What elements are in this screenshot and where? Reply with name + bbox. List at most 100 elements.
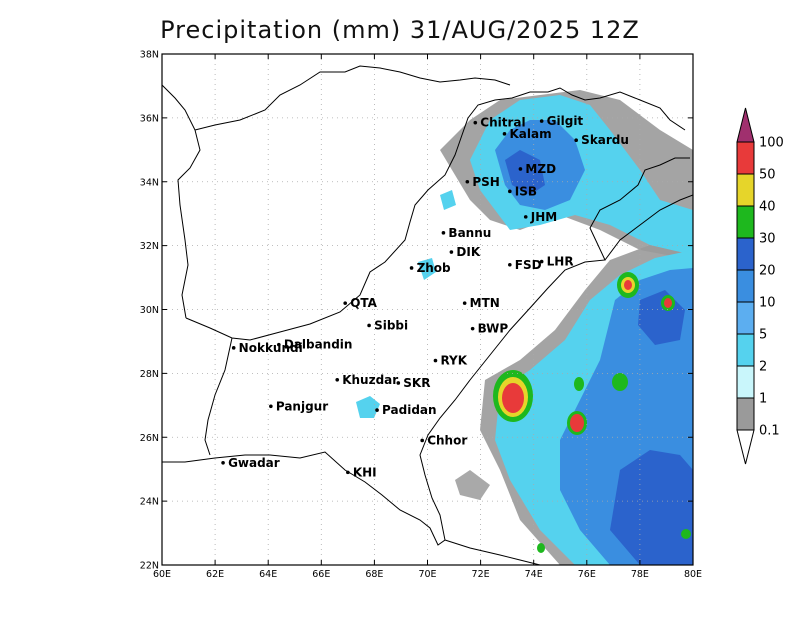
colorbar-box <box>736 141 755 175</box>
lon-tick-label: 68E <box>365 569 383 580</box>
city-dot <box>449 250 454 254</box>
city-dot <box>508 262 512 267</box>
heavy-rain-cells <box>493 272 691 553</box>
city-label-sibbi: Sibbi <box>374 318 408 332</box>
city-label-skardu: Skardu <box>581 133 629 147</box>
colorbar-box <box>736 173 755 207</box>
lon-tick-label: 62E <box>206 569 224 580</box>
city-dot <box>269 404 273 409</box>
city-dot <box>420 438 424 443</box>
city-label-padidan: Padidan <box>382 403 437 417</box>
city-label-mtn: MTN <box>470 296 500 310</box>
lat-tick-label: 36N <box>140 113 159 124</box>
colorbar-box <box>736 301 755 335</box>
city-label-nokkundi: Nokkundi <box>239 341 303 355</box>
city-label-qta: QTA <box>350 296 377 310</box>
city-dot <box>343 301 347 305</box>
city-dot <box>346 470 350 475</box>
afghan-iran-border <box>162 84 201 319</box>
city-dot <box>375 408 379 412</box>
city-label-skr: SKR <box>403 376 430 390</box>
colorbar-box <box>736 237 755 271</box>
city-dot <box>539 119 544 123</box>
city-dot <box>473 120 478 125</box>
city-dot <box>508 189 512 194</box>
city-dot <box>465 179 470 184</box>
lon-tick-label: 78E <box>631 569 649 580</box>
city-dot <box>470 326 475 331</box>
city-label-mzd: MZD <box>525 162 556 176</box>
precip-cyan-padidan <box>356 396 380 418</box>
colorbar-label: 10 <box>759 296 776 311</box>
city-dot <box>502 132 507 136</box>
precip-cyan-zhob <box>418 258 436 280</box>
lat-tick-label: 28N <box>140 369 159 380</box>
precip-blue-central <box>505 150 545 195</box>
city-dot <box>277 342 281 347</box>
iran-pak-border <box>204 337 233 456</box>
lon-tick-label: 64E <box>259 569 277 580</box>
lat-tick-label: 24N <box>140 497 159 508</box>
city-dot <box>523 215 528 219</box>
colorbar-label: 0.1 <box>759 424 780 439</box>
colorbar-top-arrow <box>736 107 755 143</box>
lat-tick-label: 22N <box>140 561 159 572</box>
colorbar-label: 40 <box>759 200 776 215</box>
city-label-lhr: LHR <box>547 255 574 269</box>
lat-tick-label: 30N <box>140 305 159 316</box>
city-label-gwadar: Gwadar <box>228 456 280 470</box>
city-label-khi: KHI <box>353 465 377 479</box>
lon-tick-label: 66E <box>312 569 330 580</box>
city-label-panjgur: Panjgur <box>276 399 328 413</box>
city-dot <box>396 381 401 385</box>
colorbar-label: 1 <box>759 392 767 407</box>
city-label-chitral: Chitral <box>480 116 525 130</box>
india-border <box>604 194 693 261</box>
colorbar-box <box>736 397 755 431</box>
colorbar-box <box>736 333 755 367</box>
borders <box>162 65 693 565</box>
city-label-gilgit: Gilgit <box>547 114 584 128</box>
city-label-kalam: Kalam <box>509 127 551 141</box>
colorbar: 100 50 40 30 20 10 5 2 1 0.1 <box>736 107 784 465</box>
city-dot <box>409 266 414 270</box>
axis-ticks: 60E 62E 64E 66E 68E 70E 72E 74E 76E 78E 80E 22N 24N 2… <box>140 50 702 581</box>
plot-frame <box>161 53 694 566</box>
city-label-ryk: RYK <box>440 354 467 368</box>
lon-tick-label: 80E <box>684 569 702 580</box>
city-label-psh: PSH <box>472 175 499 189</box>
lat-tick-label: 38N <box>140 50 159 61</box>
colorbar-box <box>736 205 755 239</box>
city-label-khuzdar: Khuzdar <box>342 373 398 387</box>
pakistan-border <box>162 157 690 546</box>
city-dot <box>574 138 578 143</box>
city-label-bwp: BWP <box>478 322 509 336</box>
colorbar-label: 5 <box>759 328 767 343</box>
precip-gray-south <box>455 470 490 500</box>
colorbar-box <box>736 269 755 303</box>
colorbar-label: 30 <box>759 232 776 247</box>
city-dot <box>433 358 438 363</box>
lat-tick-label: 26N <box>140 433 159 444</box>
city-dot <box>367 323 371 328</box>
city-dot <box>441 231 446 235</box>
city-dot <box>221 461 225 465</box>
lon-tick-label: 72E <box>472 569 490 580</box>
colorbar-label: 50 <box>759 168 776 183</box>
colorbar-label: 100 <box>759 136 784 151</box>
precip-field <box>356 90 693 565</box>
city-label-fsd: FSD <box>515 258 542 272</box>
city-dot <box>539 259 544 264</box>
map-title: Precipitation (mm) 31/AUG/2025 12Z <box>160 16 640 44</box>
colorbar-bottom-arrow <box>736 429 755 465</box>
lon-tick-label: 60E <box>153 569 171 580</box>
city-dot <box>231 346 236 350</box>
city-label-dalbandin: Dalbandin <box>284 338 353 352</box>
city-dot <box>518 167 523 171</box>
lat-tick-label: 34N <box>140 177 159 188</box>
city-label-bannu: Bannu <box>448 226 491 240</box>
colorbar-box <box>736 365 755 399</box>
precip-blue-se <box>610 450 693 565</box>
